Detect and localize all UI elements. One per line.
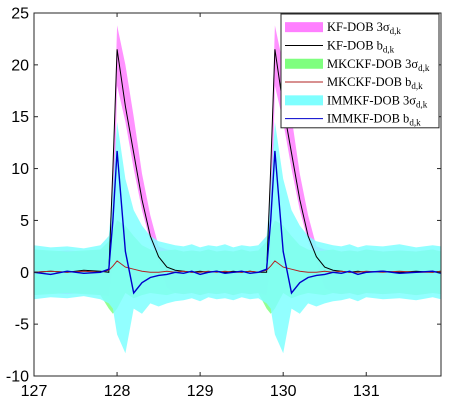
- x-tick-label: 131: [353, 383, 380, 400]
- y-tick-label: 10: [11, 161, 29, 178]
- series-line-2: [34, 150, 441, 295]
- x-tick-label: 130: [270, 383, 297, 400]
- legend-label: KF-DOB 3σd,k: [327, 20, 401, 36]
- x-tick-label: 127: [21, 383, 48, 400]
- y-tick-label: 0: [20, 265, 29, 282]
- x-tick-label: 129: [187, 383, 214, 400]
- y-tick-label: -10: [6, 369, 29, 386]
- plot-frame: [33, 12, 442, 377]
- legend-label: MKCKF-DOB bd,k: [327, 75, 423, 91]
- x-tick-label: 128: [104, 383, 131, 400]
- legend-swatch: [285, 22, 323, 33]
- series-band-2: [34, 121, 441, 354]
- legend-label: IMMKF-DOB 3σd,k: [327, 93, 428, 109]
- legend-label: MKCKF-DOB 3σd,k: [327, 57, 430, 73]
- legend-swatch: [285, 58, 323, 69]
- legend: KF-DOB 3σd,k KF-DOB bd,k MKCKF-DOB 3σd,k MK…: [280, 13, 440, 129]
- series-layer: [34, 25, 441, 354]
- y-tick-label: 15: [11, 109, 29, 126]
- legend-swatch: [285, 95, 323, 106]
- legend-label: IMMKF-DOB bd,k: [327, 112, 421, 128]
- legend-label: KF-DOB bd,k: [327, 38, 395, 54]
- y-tick-label: 5: [20, 213, 29, 230]
- y-tick-label: -5: [15, 317, 29, 334]
- y-tick-label: 25: [11, 6, 29, 23]
- y-tick-label: 20: [11, 57, 29, 74]
- legend-box: [280, 13, 440, 129]
